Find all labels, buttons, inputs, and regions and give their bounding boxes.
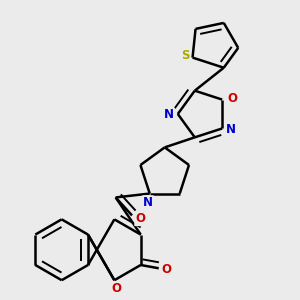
Text: O: O [111,282,121,295]
Text: N: N [143,196,153,209]
Text: O: O [227,92,237,105]
Text: S: S [181,50,190,62]
Text: O: O [135,212,145,225]
Text: O: O [161,263,171,276]
Text: N: N [226,123,236,136]
Text: N: N [164,108,174,121]
